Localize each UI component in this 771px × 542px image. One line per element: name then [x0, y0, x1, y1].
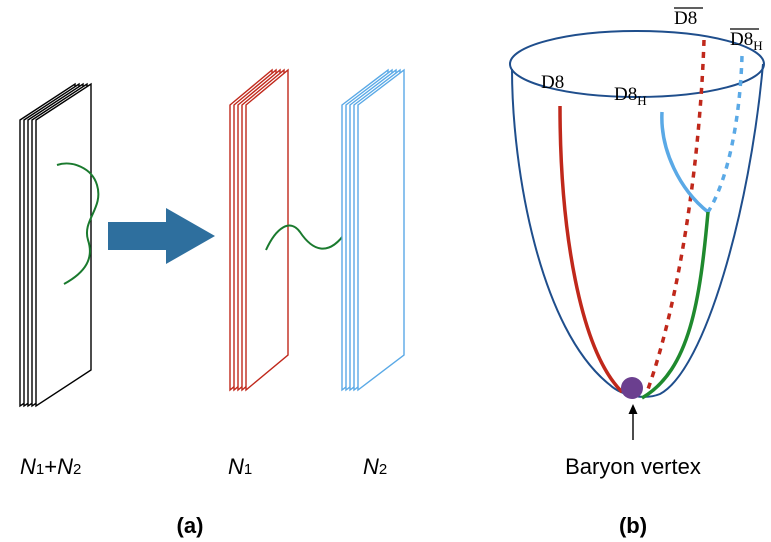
caption-a: (a): [177, 513, 204, 538]
stretched-string: [265, 224, 347, 251]
transition-arrow: [108, 208, 215, 264]
stack-n1-plus-n2: [19, 82, 92, 408]
baryon-vertex-dot: [621, 377, 643, 399]
green-string: [641, 211, 710, 400]
open-string-a: [56, 162, 100, 285]
d8h-brane-curve: [660, 111, 710, 214]
stack-n1: [229, 68, 289, 392]
panel-a: N1+N2 N1 N2 (a): [19, 68, 405, 538]
d8-brane-curve: [558, 105, 624, 394]
vertex-pointer-head: [628, 404, 638, 414]
bowl-rim: [509, 30, 765, 98]
label-n1-plus-n2: N1+N2: [20, 454, 81, 479]
label-baryon-vertex: Baryon vertex: [565, 454, 701, 479]
d8barh-brane-curve: [706, 55, 744, 213]
label-d8h: D8H: [614, 84, 647, 108]
bowl-body: [511, 63, 764, 398]
caption-b: (b): [619, 513, 647, 538]
label-d8barh: D8H: [730, 29, 763, 53]
label-d8: D8: [541, 72, 564, 93]
label-d8bar: D8: [674, 8, 697, 29]
d8bar-brane-curve: [645, 39, 706, 393]
label-n1: N1: [228, 454, 252, 479]
stack-n2: [341, 68, 405, 392]
panel-b: D8 D8H D8 D8H Baryon vertex (b): [509, 7, 765, 538]
label-n2: N2: [363, 454, 387, 479]
